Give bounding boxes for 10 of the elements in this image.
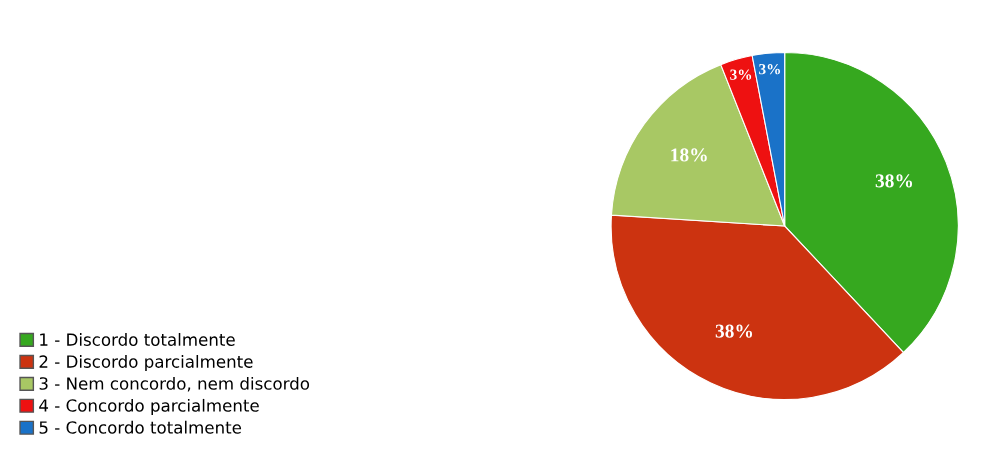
data-label: 38%	[715, 324, 753, 338]
legend-label: 5 - Concordo totalmente	[39, 420, 242, 434]
legend-label: 2 - Discordo parcialmente	[39, 354, 253, 372]
data-label: 3%	[759, 64, 781, 75]
legend-label: 4 - Concordo parcialmente	[39, 398, 259, 416]
data-label: 38%	[875, 174, 913, 188]
data-label: 3%	[730, 69, 752, 80]
legend-label: 3 - Nem concordo, nem discordo	[39, 376, 310, 392]
legend-label: 1 - Discordo totalmente	[40, 333, 235, 346]
data-label: 18%	[671, 148, 707, 162]
